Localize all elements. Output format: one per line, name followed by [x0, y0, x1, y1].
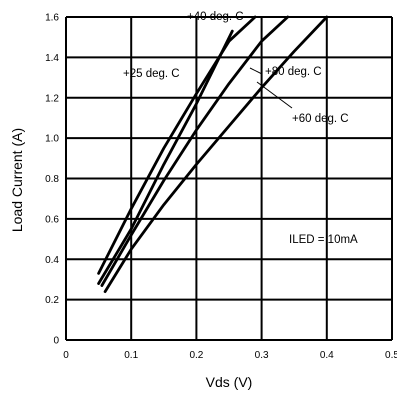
y-tick-label: 1.6: [45, 13, 59, 24]
annotation-60-deg: +60 deg. C: [292, 113, 349, 125]
x-tick-label: 0.5: [385, 350, 397, 361]
x-tick-label: 0.1: [124, 350, 138, 361]
x-tick-label: 0: [63, 350, 69, 361]
y-tick-label: 1.4: [45, 53, 59, 64]
y-tick-label: 0.2: [45, 295, 59, 306]
series-line-1: [97, 29, 234, 285]
x-tick-label: 0.4: [320, 350, 334, 361]
y-tick-label: 0.4: [45, 255, 59, 266]
x-tick-label: 0.3: [255, 350, 269, 361]
x-axis-label: Vds (V): [206, 374, 253, 390]
y-tick-label: 1.0: [45, 134, 59, 145]
series-line-3: [103, 15, 329, 294]
grid-lines: [65, 16, 393, 341]
y-tick-labels: 0 0.2 0.4 0.6 0.8 1.0 1.2 1.4 1.6: [45, 13, 59, 347]
series-lines: [97, 15, 329, 294]
y-tick-label: 0.6: [45, 214, 59, 225]
y-tick-label: 1.2: [45, 93, 59, 104]
y-axis-label: Load Current (A): [9, 128, 25, 232]
annotation-25-deg: +25 deg. C: [123, 68, 180, 80]
pointer-60-deg: [256, 81, 293, 109]
y-tick-label: 0: [53, 336, 59, 347]
pointer-80-deg: [249, 67, 263, 75]
x-tick-labels: 0 0.1 0.2 0.3 0.4 0.5: [63, 350, 397, 361]
series-line-0: [97, 15, 257, 275]
annotation-iled: ILED = 10mA: [289, 234, 358, 246]
annotation-80-deg: +80 deg. C: [265, 66, 322, 78]
annotation-40-deg: +40 deg. C: [187, 11, 244, 23]
y-tick-label: 0.8: [45, 174, 59, 185]
x-tick-label: 0.2: [189, 350, 203, 361]
series-line-2: [100, 15, 290, 287]
